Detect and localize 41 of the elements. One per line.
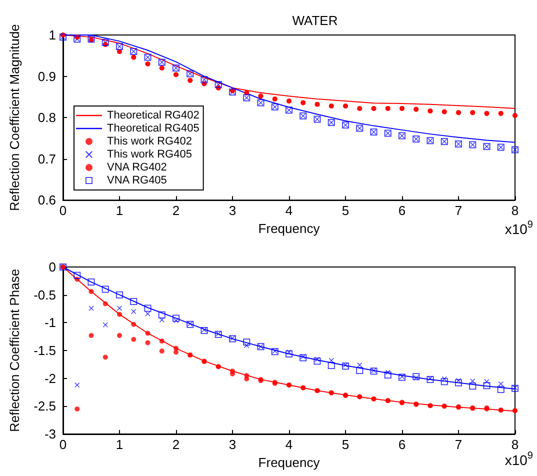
y-tick-label: 0.9 bbox=[38, 68, 56, 84]
x-tick-label: 5 bbox=[342, 203, 350, 218]
y-tick-label: 0 bbox=[48, 260, 56, 274]
legend-label: Theoretical RG405 bbox=[107, 122, 200, 134]
chart-title: WATER bbox=[292, 13, 338, 28]
x-tick-label: 4 bbox=[285, 437, 293, 452]
x-tick-label: 0 bbox=[59, 203, 67, 218]
legend-label: This work RG405 bbox=[107, 148, 192, 160]
x-tick-label: 1 bbox=[116, 203, 124, 218]
y-tick-label: 0.7 bbox=[38, 151, 56, 166]
legend-label: Theoretical RG402 bbox=[107, 110, 200, 122]
x-tick-label: 6 bbox=[398, 437, 406, 452]
x-tick-label: 8 bbox=[511, 203, 519, 218]
x-axis-title: Frequency bbox=[258, 221, 320, 236]
y-axis-title: Reflection Coefficient Phase bbox=[7, 268, 22, 432]
y-tick-label: 0.8 bbox=[38, 110, 56, 126]
x-tick-label: 7 bbox=[454, 203, 462, 218]
legend-label: VNA RG402 bbox=[107, 162, 167, 174]
x-tick-label: 6 bbox=[398, 203, 406, 218]
x-tick-label: 5 bbox=[342, 437, 350, 452]
legend-label: This work RG402 bbox=[107, 136, 192, 148]
x-tick-label: 7 bbox=[454, 437, 462, 452]
y-tick-label: 1 bbox=[48, 28, 56, 42]
x-tick-label: 4 bbox=[285, 203, 293, 218]
x-tick-label: 2 bbox=[172, 203, 180, 218]
x-tick-label: 0 bbox=[59, 437, 67, 452]
y-tick-label: -0.5 bbox=[34, 287, 56, 302]
y-tick-label: -1 bbox=[44, 315, 56, 330]
legend-label: VNA RG405 bbox=[107, 174, 167, 186]
x-axis-title: Frequency bbox=[258, 454, 320, 470]
y-tick-label: -2.5 bbox=[34, 398, 56, 414]
y-tick-label: -1.5 bbox=[34, 343, 56, 358]
x-tick-label: 2 bbox=[172, 437, 180, 452]
x-tick-label: 1 bbox=[116, 437, 124, 452]
y-tick-label: -3 bbox=[44, 426, 56, 442]
x-tick-label: 3 bbox=[228, 437, 236, 452]
y-tick-label: 0.6 bbox=[38, 192, 56, 208]
x-tick-label: 8 bbox=[511, 437, 519, 452]
x-tick-label: 3 bbox=[228, 203, 236, 218]
y-axis-title: Reflection Coefficient Magnitude bbox=[7, 24, 22, 212]
y-tick-label: -2 bbox=[44, 370, 56, 386]
